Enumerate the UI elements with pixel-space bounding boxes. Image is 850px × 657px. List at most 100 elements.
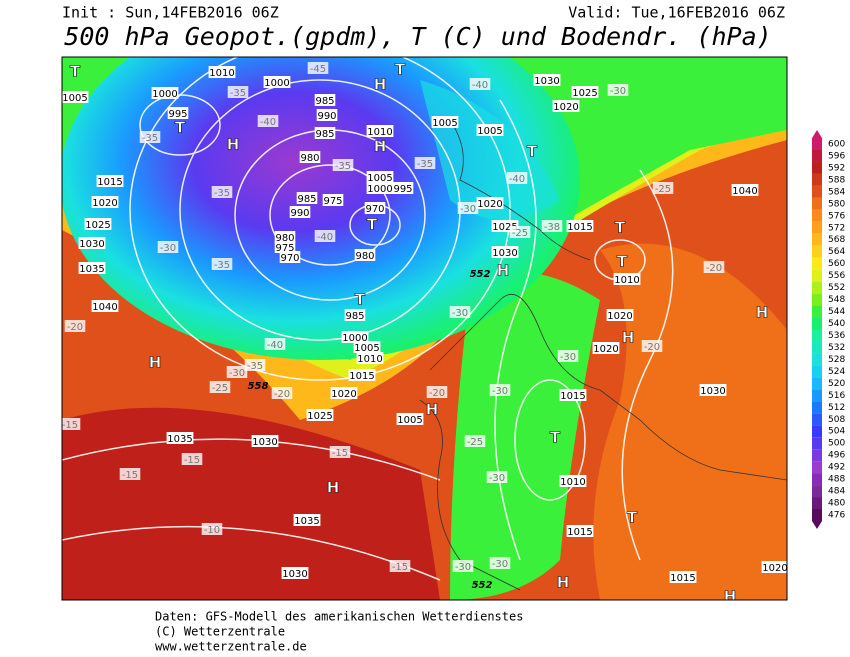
temperature-label-box [489, 557, 511, 569]
temperature-label: -30 [489, 473, 505, 484]
colorbar-label: 516 [828, 391, 845, 401]
temperature-label-box [332, 159, 354, 171]
isobar-label-box [208, 66, 236, 78]
colorbar-cell [812, 317, 822, 330]
isobar-label: 1030 [700, 386, 725, 397]
colorbar-label: 592 [828, 163, 845, 173]
isobar-label-box [314, 94, 336, 106]
isobar-label-box [62, 91, 89, 103]
colorbar-cell [812, 389, 822, 402]
pressure-center: T [70, 63, 81, 81]
pressure-center: H [374, 76, 387, 94]
temperature-label: -30 [160, 243, 176, 254]
temperature-label-box [557, 350, 579, 362]
temperature-label: -40 [267, 340, 283, 351]
isobar-label-box [166, 432, 194, 444]
isobar-label-box [476, 197, 504, 209]
isobar-label-box [761, 561, 787, 573]
isobar-label: 1035 [79, 264, 104, 275]
isobar-label-box [606, 309, 634, 321]
colorbar-cell [812, 221, 822, 234]
temperature-label: -40 [317, 232, 333, 243]
colorbar-cell [812, 197, 822, 210]
colorbar-cell [812, 245, 822, 258]
colorbar-cell [812, 437, 822, 450]
colorbar-label: 568 [828, 235, 845, 245]
colorbar-cell [812, 473, 822, 486]
colorbar-cell [812, 329, 822, 342]
temperature-label: -40 [509, 174, 525, 185]
colorbar-label: 524 [828, 367, 845, 377]
isobar-label: 1010 [357, 354, 382, 365]
temperature-label-box [486, 471, 508, 483]
colorbar-label: 496 [828, 451, 845, 461]
isobar-label: 1010 [209, 68, 234, 79]
pressure-center: H [724, 588, 737, 606]
pressure-center: H [149, 354, 162, 372]
isobar-label-box [314, 127, 336, 139]
temperature-label: -40 [260, 117, 276, 128]
isobar-label: 970 [280, 253, 299, 264]
colorbar-label: 504 [828, 427, 845, 437]
temperature-label-box [541, 220, 563, 232]
isobar-label-box [289, 206, 311, 218]
colorbar-label: 480 [828, 499, 845, 509]
temperature-label-box [426, 386, 448, 398]
isobar-label-box [566, 525, 594, 537]
colorbar-cell [812, 269, 822, 282]
isobar-label-box [91, 300, 119, 312]
temperature-label-box [469, 78, 491, 90]
isobar-label: 985 [345, 311, 364, 322]
colorbar-label: 560 [828, 259, 845, 269]
colorbar-label: 520 [828, 379, 845, 389]
temperature-label-box [209, 381, 231, 393]
isobar-label: 970 [365, 204, 384, 215]
colorbar-label: 556 [828, 271, 845, 281]
isobar-label: 1020 [553, 102, 578, 113]
isobar-label-box [78, 237, 106, 249]
temperature-label: -30 [560, 352, 576, 363]
isobar-label: 1020 [92, 198, 117, 209]
isobar-label-box [613, 273, 641, 285]
isobar-label-box [366, 171, 394, 183]
colorbar-label: 552 [828, 283, 845, 293]
isobar-label: 985 [315, 96, 334, 107]
isobar-label: 1040 [732, 186, 757, 197]
colorbar-cell [812, 413, 822, 426]
colorbar-label: 576 [828, 211, 845, 221]
isobar-label-box [322, 194, 344, 206]
colorbar-cell [812, 401, 822, 414]
isobar-label: 1015 [349, 371, 374, 382]
isobar-label-box [96, 175, 124, 187]
pressure-center: T [627, 509, 638, 527]
temperature-label: -20 [706, 263, 722, 274]
isobar-label-box [296, 192, 318, 204]
map-title: 500 hPa Geopot.(gpdm), T (C) und Bodendr… [64, 22, 771, 51]
temperature-label: -25 [467, 437, 483, 448]
temperature-label-box [489, 384, 511, 396]
colorbar-label: 484 [828, 487, 845, 497]
isobar-label: 1000 [264, 78, 289, 89]
colorbar-label: 572 [828, 223, 845, 233]
colorbar-cell [812, 449, 822, 462]
temperature-label-box [211, 258, 233, 270]
temperature-label-box [641, 340, 663, 352]
temperature-label: -15 [332, 448, 348, 459]
temperature-label-box [226, 366, 248, 378]
isobar-label: 1005 [477, 126, 502, 137]
temperature-label: -35 [214, 188, 230, 199]
pressure-center: T [355, 291, 366, 309]
temperature-label-box [244, 359, 266, 371]
isobar-label: 1000 [367, 184, 392, 195]
colorbar-cell [812, 293, 822, 306]
colorbar-cell [812, 173, 822, 186]
temperature-label: -20 [67, 322, 83, 333]
temperature-label-box [119, 468, 141, 480]
temperature-label-box [62, 418, 81, 430]
isobar-label: 1030 [492, 248, 517, 259]
temperature-label: -20 [274, 389, 290, 400]
temperature-label-box [652, 182, 674, 194]
isobar-label: 980 [300, 153, 319, 164]
temperature-label-box [227, 86, 249, 98]
